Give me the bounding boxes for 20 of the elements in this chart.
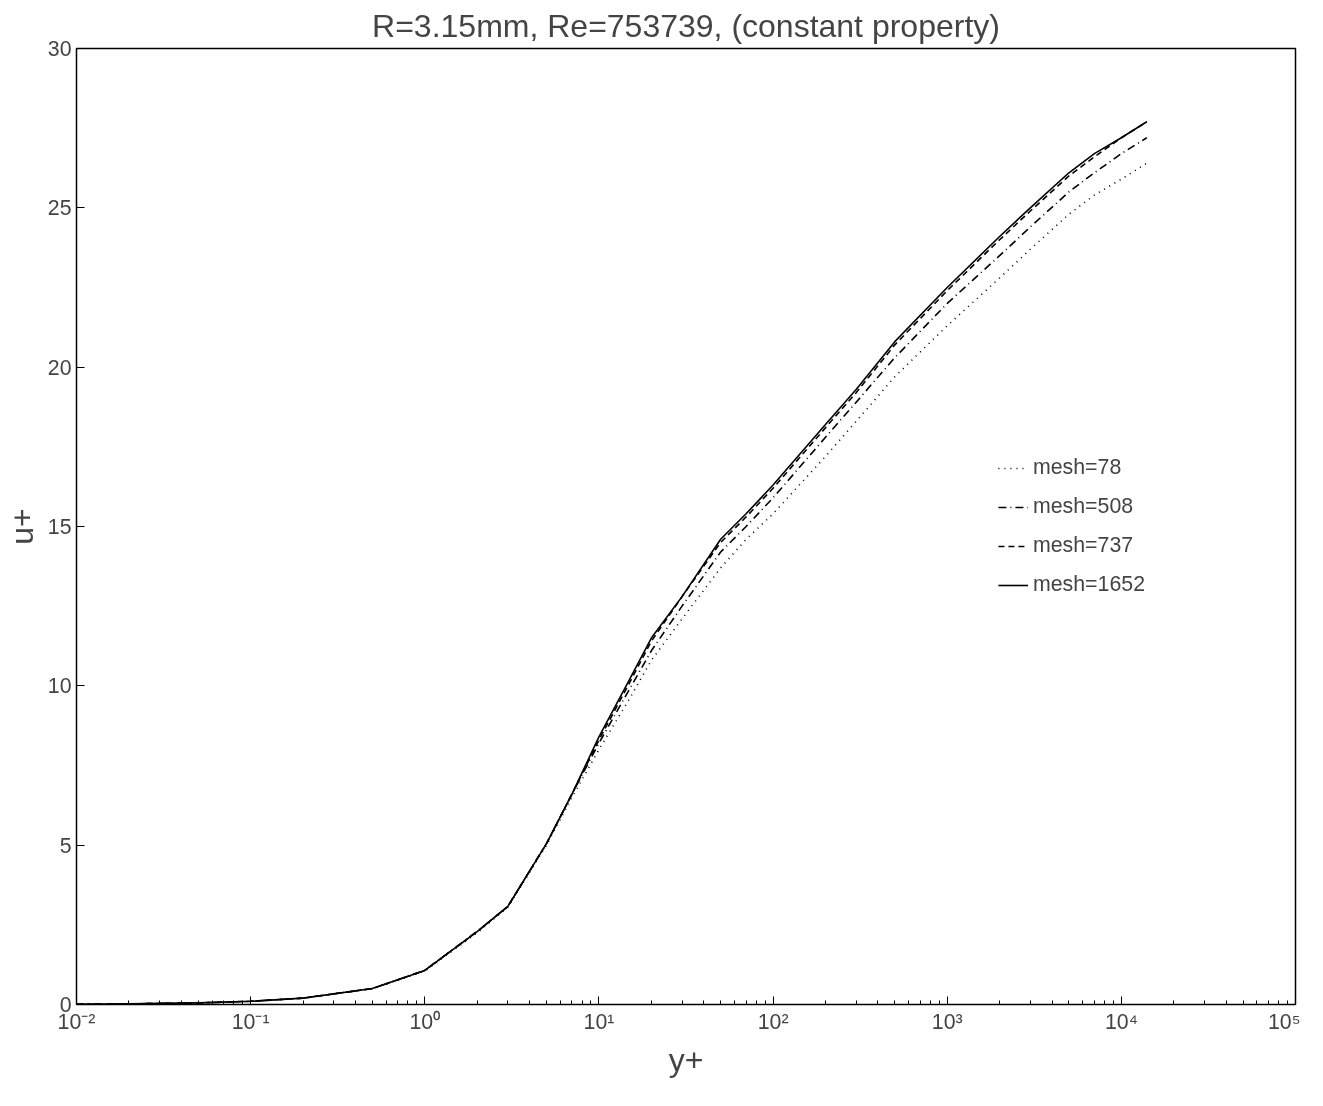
legend-label: mesh=737 — [1032, 533, 1134, 558]
x-tick-label: 10⁻¹ — [231, 1009, 270, 1034]
x-tick-label: 10³ — [931, 1009, 963, 1034]
y-tick-label: 20 — [47, 355, 72, 380]
y-tick-label: 25 — [47, 196, 72, 221]
x-tick-label: 10⁴ — [1104, 1009, 1138, 1034]
y-axis-title: u+ — [3, 508, 40, 545]
y-tick-label: 15 — [47, 515, 72, 539]
x-tick-label: 10⁰ — [409, 1009, 442, 1034]
y-tick-label: 5 — [59, 833, 72, 858]
legend-label: mesh=1652 — [1032, 572, 1145, 597]
legend-label: mesh=78 — [1032, 455, 1122, 480]
x-axis-title: y+ — [668, 1041, 704, 1078]
x-tick-label: 10⁵ — [1267, 1009, 1301, 1034]
y-tick-label: 30 — [47, 37, 72, 61]
x-tick-label: 10¹ — [583, 1009, 615, 1034]
y-tick-label: 10 — [47, 674, 72, 699]
legend-label: mesh=508 — [1032, 494, 1134, 519]
chart-title: R=3.15mm, Re=753739, (constant property) — [372, 7, 1000, 44]
x-tick-label: 10² — [757, 1009, 789, 1034]
